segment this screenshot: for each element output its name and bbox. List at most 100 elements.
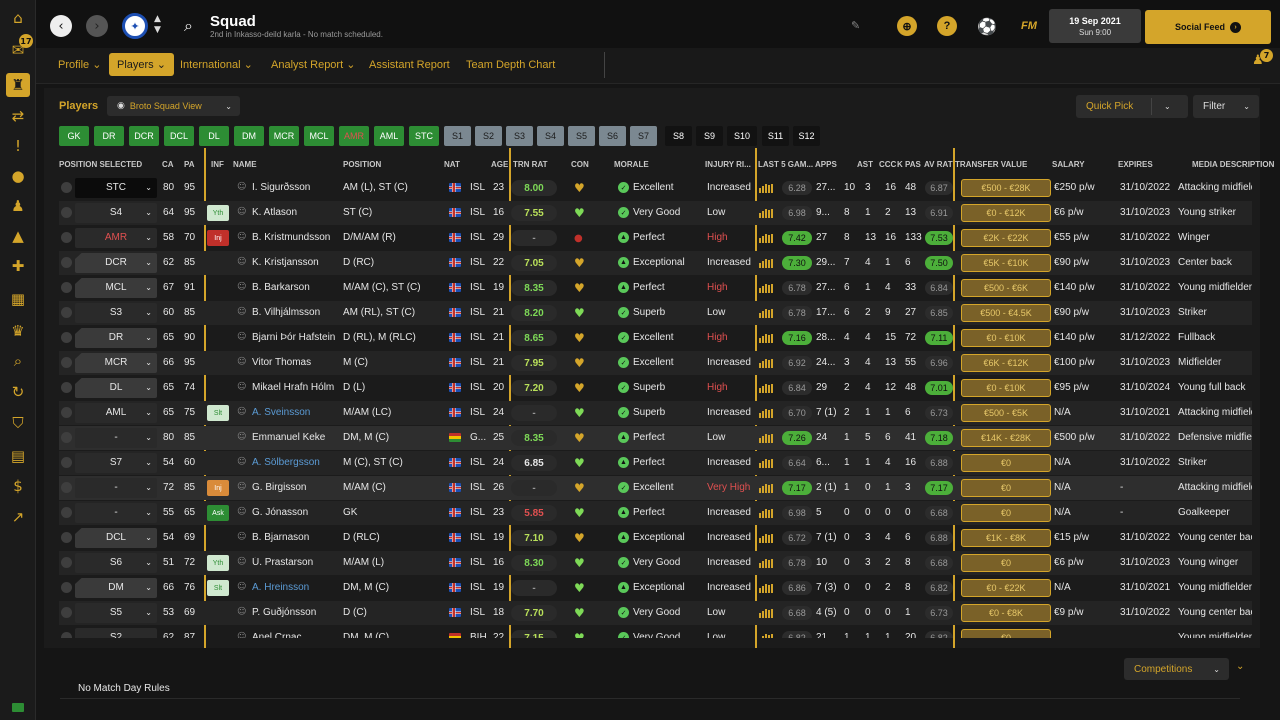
home-icon[interactable]: ⌂ [13,9,23,27]
info-badge[interactable]: Yth [207,205,229,221]
player-name[interactable]: K. Atlason [252,207,298,218]
position-chip-s9[interactable]: S9 [696,126,723,146]
position-select[interactable]: DR ⌄ [75,328,157,348]
position-chip-stc[interactable]: STC [409,126,439,146]
col-header[interactable]: POSITION [343,160,382,169]
table-row[interactable]: STC ⌄ 80 95 ☺ I. Sigurðsson AM (L), ST (C) ISL 2… [59,176,1252,200]
row-checkbox[interactable] [61,432,72,443]
col-header[interactable]: CON [571,160,589,169]
position-select[interactable]: MCL ⌄ [75,278,157,298]
position-chip-s1[interactable]: S1 [444,126,471,146]
position-chip-dm[interactable]: DM [234,126,264,146]
table-row[interactable]: S2 ⌄ 62 87 ☺ Anel Crnac DM, M (C) BIH 22 7.15 ♥ ✓ Ve… [59,626,1252,638]
row-checkbox[interactable] [61,507,72,518]
table-row[interactable]: S4 ⌄ 64 95 Yth ☺ K. Atlason ST (C) ISL 16 7.55 ♥ ✓ Ve… [59,201,1252,225]
position-chip-gk[interactable]: GK [59,126,89,146]
player-name[interactable]: B. Kristmundsson [252,232,331,243]
position-select[interactable]: - ⌄ [75,478,157,498]
position-select[interactable]: AML ⌄ [75,403,157,423]
finance-icon[interactable]: ▤ [10,447,26,465]
row-checkbox[interactable] [61,307,72,318]
scouting-icon[interactable]: ⌕ [13,352,23,370]
position-chip-s7[interactable]: S7 [630,126,657,146]
transfer-value[interactable]: €500 - €4.5K [961,304,1051,322]
training-icon[interactable]: ▲ [12,227,24,245]
transfer-value[interactable]: €500 - €5K [961,404,1051,422]
col-header[interactable]: TRANSFER VALUE [955,160,1028,169]
table-row[interactable]: DCR ⌄ 62 85 ☺ K. Kristjansson D (RC) ISL 22 7.05 ♥… [59,251,1252,275]
info-badge[interactable]: Inj [207,230,229,246]
position-select[interactable]: DM ⌄ [75,578,157,598]
transfer-value[interactable]: €5K - €10K [961,254,1051,272]
alert-icon[interactable]: ! [14,137,21,155]
transfer-value[interactable]: €0 - €8K [961,604,1051,622]
player-name[interactable]: P. Guðjónsson [252,607,317,618]
position-chip-dl[interactable]: DL [199,126,229,146]
position-select[interactable]: - ⌄ [75,428,157,448]
transfer-value[interactable]: €2K - €22K [961,229,1051,247]
row-checkbox[interactable] [61,382,72,393]
row-checkbox[interactable] [61,457,72,468]
position-select[interactable]: S6 ⌄ [75,553,157,573]
player-name[interactable]: G. Birgisson [252,482,307,493]
player-name[interactable]: G. Jónasson [252,507,309,518]
col-header[interactable]: PA [184,160,195,169]
table-row[interactable]: AML ⌄ 65 75 Slt ☺ A. Sveinsson M/AM (LC) ISL 24- ♥… [59,401,1252,425]
info-badge[interactable]: Yth [207,555,229,571]
tab-team-depth-chart[interactable]: Team Depth Chart [458,53,563,76]
col-header[interactable]: INJURY RI... [705,160,751,169]
col-header[interactable]: APPS [815,160,837,169]
position-chip-dcl[interactable]: DCL [164,126,194,146]
transfer-value[interactable]: €500 - €6K [961,279,1051,297]
col-header[interactable]: MEDIA DESCRIPTION [1192,160,1275,169]
position-select[interactable]: S3 ⌄ [75,303,157,323]
row-checkbox[interactable] [61,482,72,493]
position-chip-dr[interactable]: DR [94,126,124,146]
transfer-value[interactable]: €6K - €12K [961,354,1051,372]
position-select[interactable]: STC ⌄ [75,178,157,198]
position-select[interactable]: DCR ⌄ [75,253,157,273]
football-icon[interactable]: ⚽ [977,16,997,36]
info-badge[interactable]: Inj [207,480,229,496]
competitions-dropdown[interactable]: Competitions ⌄ [1124,658,1229,680]
position-select[interactable]: MCR ⌄ [75,353,157,373]
col-header[interactable]: SALARY [1052,160,1085,169]
transfer-value[interactable]: €0 - €12K [961,204,1051,222]
fm-logo[interactable]: FM [1021,20,1037,32]
player-name[interactable]: A. Sölbergsson [252,457,320,468]
tab-players[interactable]: Players ⌄ [109,53,174,76]
position-select[interactable]: S4 ⌄ [75,203,157,223]
chevron-down-icon[interactable]: ⌄ [1164,102,1171,111]
col-header[interactable]: NAT [444,160,460,169]
player-name[interactable]: B. Vilhjálmsson [252,307,321,318]
position-chip-s2[interactable]: S2 [475,126,502,146]
info-badge[interactable]: Slt [207,580,229,596]
col-header[interactable]: AV RAT [924,160,953,169]
player-name[interactable]: Bjarni Þór Hafstein [252,332,336,343]
match-day-rules[interactable]: No Match Day Rules [60,683,1240,699]
table-row[interactable]: DCL ⌄ 54 69 ☺ B. Bjarnason D (RLC) ISL 19 7.10 ♥ ▲ E… [59,526,1252,550]
table-row[interactable]: - ⌄ 80 85 ☺ Emmanuel Keke DM, M (C) G... 25 8.35 ♥… [59,426,1252,450]
row-checkbox[interactable] [61,357,72,368]
squad-icon[interactable]: ♜ [6,73,30,97]
player-name[interactable]: K. Kristjansson [252,257,319,268]
position-select[interactable]: S5 ⌄ [75,603,157,623]
col-header[interactable]: TRN RAT [513,160,548,169]
table-row[interactable]: DR ⌄ 65 90 ☺ Bjarni Þór Hafstein D (RL), M (RL… [59,326,1252,350]
transfer-value[interactable]: €0 [961,629,1051,638]
row-checkbox[interactable] [61,232,72,243]
position-select[interactable]: S7 ⌄ [75,453,157,473]
transfer-value[interactable]: €0 - €22K [961,579,1051,597]
transfer-value[interactable]: €0 - €10K [961,329,1051,347]
position-chip-s10[interactable]: S10 [727,126,757,146]
refresh-icon[interactable]: ↻ [11,383,25,401]
row-checkbox[interactable] [61,532,72,543]
table-row[interactable]: S7 ⌄ 54 60 ☺ A. Sölbergsson M (C), ST (C) ISL 24… [59,451,1252,475]
date-display[interactable]: 19 Sep 2021 Sun 9:00 [1049,9,1141,43]
transfer-value[interactable]: €0 [961,454,1051,472]
social-feed-button[interactable]: Social Feed › [1145,10,1271,44]
player-name[interactable]: Ú. Prastarson [252,557,314,568]
calendar-icon[interactable]: ▦ [10,290,26,308]
col-header[interactable]: CA [162,160,174,169]
club-switch-icon[interactable]: ▲ ▼ [154,14,161,35]
